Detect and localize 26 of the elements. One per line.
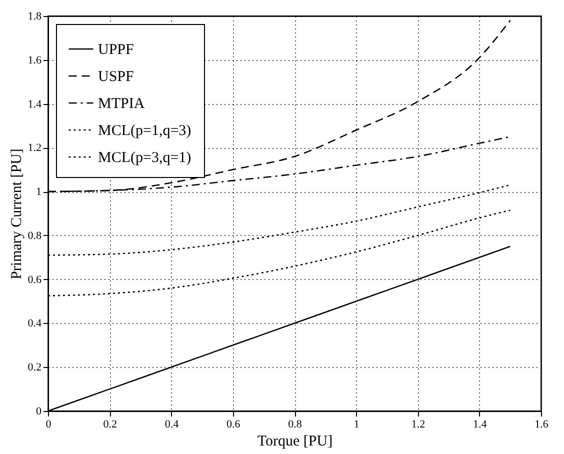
x-tick-label: 0 [46,418,52,430]
y-tick-label: 0.2 [28,362,42,374]
x-tick-label: 0.8 [288,418,302,430]
legend-label: UPPF [98,42,134,58]
y-tick-label: 0.4 [28,318,42,330]
legend-label: USPF [98,69,134,85]
y-tick-label: 1.2 [28,142,42,154]
x-tick-label: 0.6 [226,418,241,430]
x-tick-label: 1.6 [534,418,549,430]
legend-label: MTPIA [98,96,145,112]
x-tick-label: 0.2 [103,418,117,430]
y-axis-title: Primary Current [PU] [8,148,25,280]
y-tick-label: 0.8 [28,230,42,242]
y-tick-label: 1.4 [28,98,42,110]
legend-label: MCL(p=1,q=3) [98,123,192,139]
x-tick-label: 0.4 [164,418,180,430]
y-tick-label: 1 [36,186,42,198]
y-tick-label: 0.6 [28,274,42,286]
x-tick-label: 1 [354,418,360,430]
y-tick-label: 1.8 [28,10,42,22]
x-tick-label: 1.4 [473,418,488,430]
x-tick-label: 1.2 [411,418,426,430]
y-tick-label: 1.6 [28,54,42,66]
x-axis-title: Torque [PU] [257,434,333,450]
legend-label: MCL(p=3,q=1) [98,150,192,166]
y-tick-label: 0 [36,406,42,418]
